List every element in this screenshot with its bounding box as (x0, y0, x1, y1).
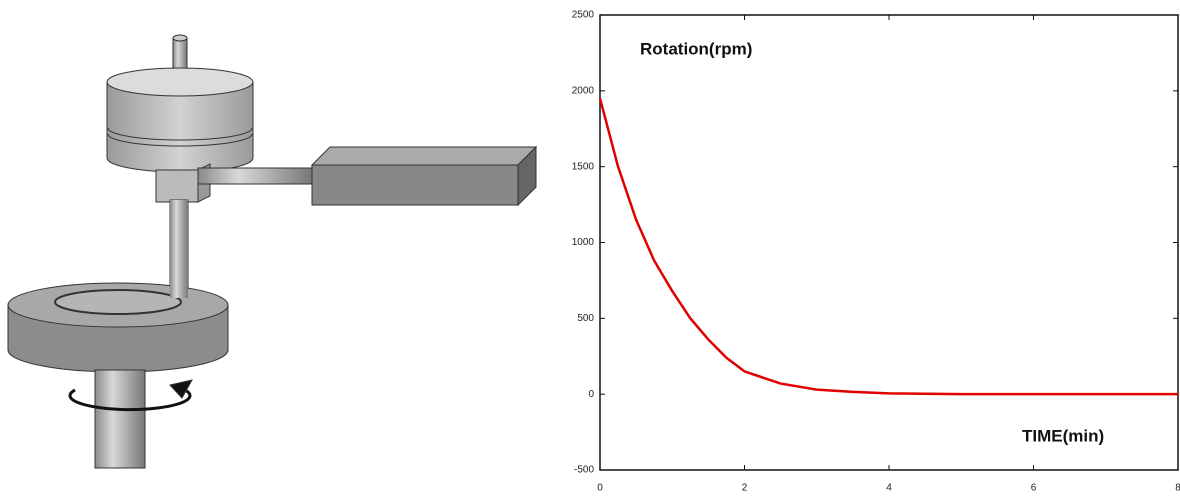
annotation: TIME(min) (1022, 426, 1104, 445)
y-tick-label: 500 (577, 313, 594, 324)
y-tick-label: -500 (574, 465, 594, 476)
y-tick-label: 0 (588, 389, 594, 400)
y-tick-label: 1000 (572, 237, 595, 248)
apparatus-illustration (7, 34, 538, 469)
plot-frame (599, 14, 1179, 471)
y-tick-label: 2000 (572, 85, 595, 96)
x-tick-label: 2 (742, 483, 748, 494)
x-tick-label: 8 (1175, 483, 1180, 494)
annotation: Rotation(rpm) (640, 39, 752, 58)
y-tick-label: 1500 (572, 161, 595, 172)
line (598, 98, 1178, 396)
x-tick-label: 6 (1031, 483, 1037, 494)
x-tick-label: 0 (597, 483, 603, 494)
y-tick-label: 2500 (572, 10, 595, 21)
x-tick-label: 4 (886, 483, 892, 494)
